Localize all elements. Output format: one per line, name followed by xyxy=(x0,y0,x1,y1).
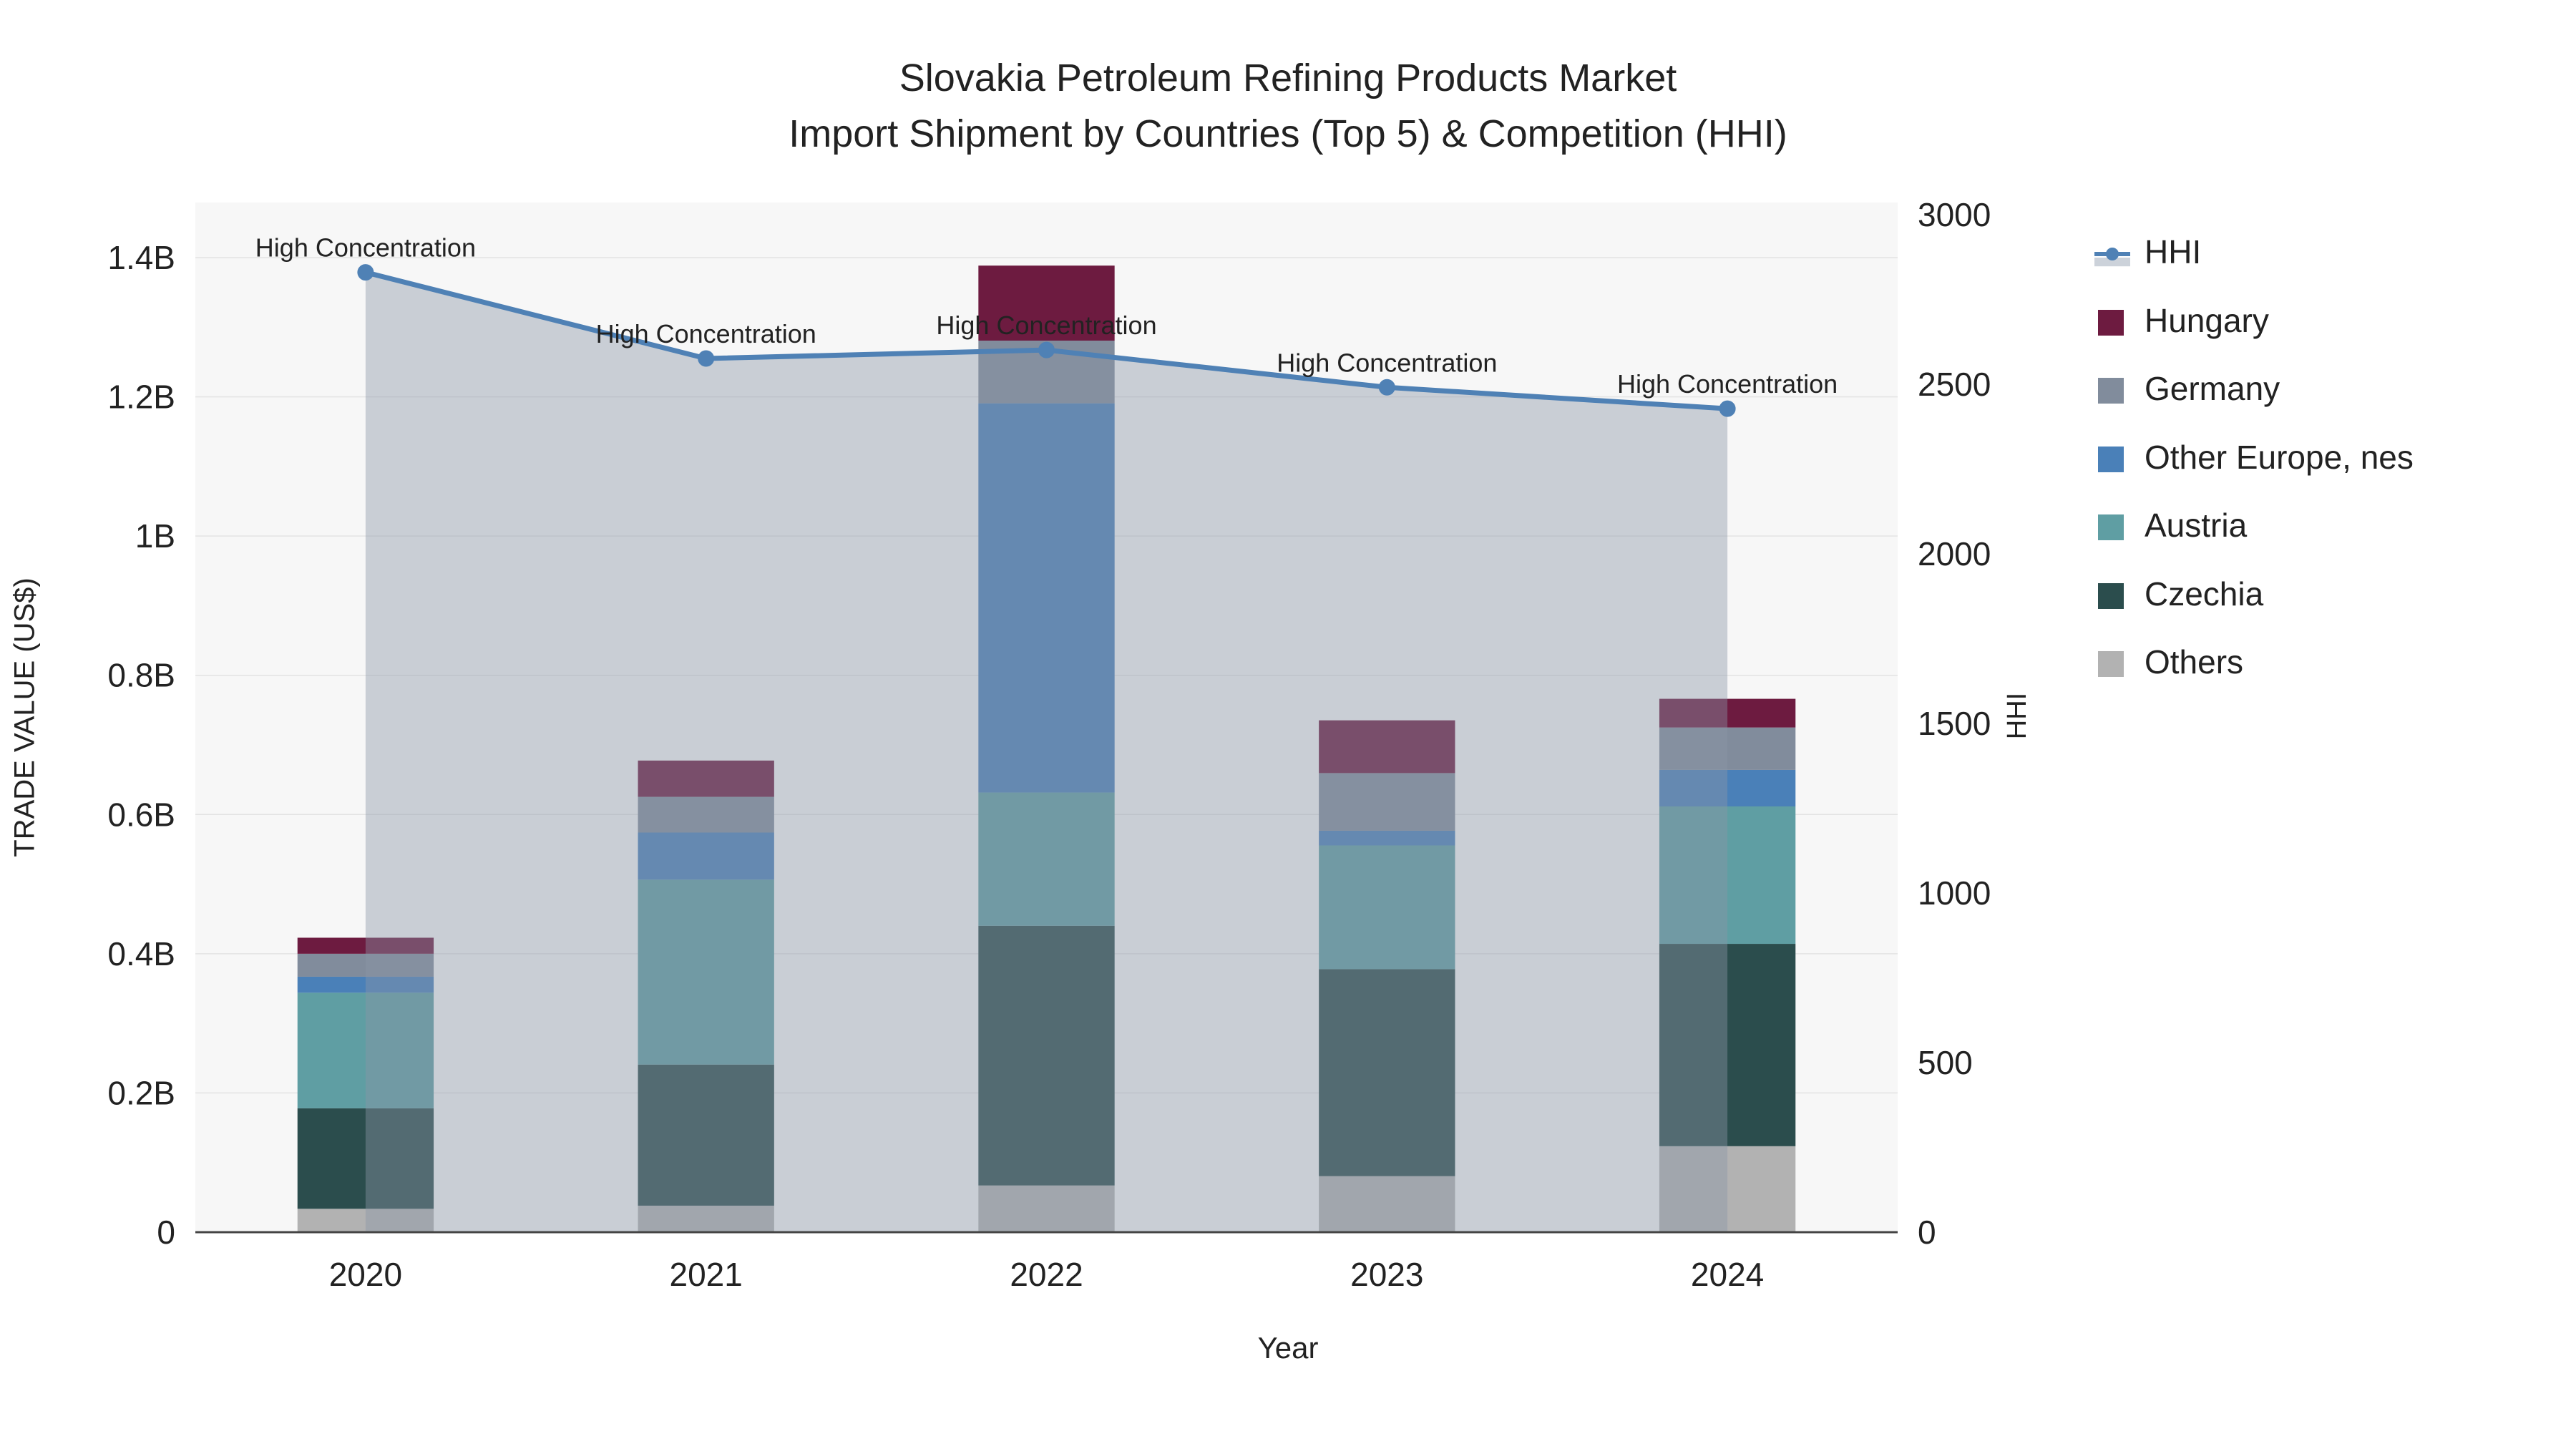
svg-text:2022: 2022 xyxy=(1010,1256,1083,1293)
svg-text:1000: 1000 xyxy=(1918,874,1991,912)
svg-text:1B: 1B xyxy=(135,517,175,555)
svg-text:High Concentration: High Concentration xyxy=(1277,348,1497,377)
svg-text:500: 500 xyxy=(1918,1044,1973,1081)
svg-text:0.6B: 0.6B xyxy=(107,796,175,833)
svg-text:3000: 3000 xyxy=(1918,196,1991,233)
svg-text:2023: 2023 xyxy=(1350,1256,1423,1293)
svg-text:0.8B: 0.8B xyxy=(107,657,175,694)
svg-text:1.4B: 1.4B xyxy=(107,239,175,276)
svg-text:0: 0 xyxy=(157,1214,175,1251)
svg-text:2000: 2000 xyxy=(1918,535,1991,572)
svg-text:2020: 2020 xyxy=(329,1256,402,1293)
svg-text:0: 0 xyxy=(1918,1214,1936,1251)
svg-text:High Concentration: High Concentration xyxy=(255,233,476,263)
svg-text:0.4B: 0.4B xyxy=(107,935,175,972)
svg-text:1.2B: 1.2B xyxy=(107,379,175,416)
svg-text:1500: 1500 xyxy=(1918,705,1991,742)
svg-text:0.2B: 0.2B xyxy=(107,1074,175,1111)
svg-text:2024: 2024 xyxy=(1691,1256,1764,1293)
svg-text:High Concentration: High Concentration xyxy=(596,319,816,348)
svg-text:2500: 2500 xyxy=(1918,366,1991,403)
svg-text:High Concentration: High Concentration xyxy=(936,311,1156,340)
svg-text:High Concentration: High Concentration xyxy=(1617,369,1838,399)
svg-text:2021: 2021 xyxy=(670,1256,743,1293)
